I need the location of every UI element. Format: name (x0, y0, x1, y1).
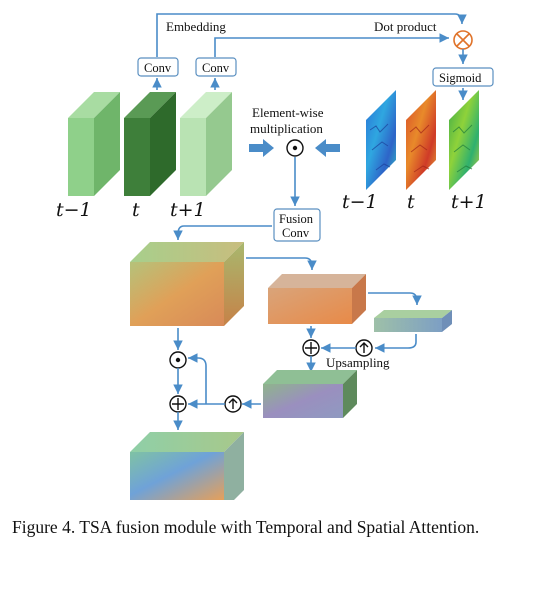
plus-symbol-left (169, 395, 187, 413)
frame-label-right-0: t−1 (342, 191, 378, 213)
tsa-fusion-diagram: Embedding Dot product Conv Conv Sigmoid … (56, 13, 494, 500)
svg-text:Fusion: Fusion (279, 212, 314, 226)
svg-text:Conv: Conv (282, 226, 310, 240)
svg-text:Sigmoid: Sigmoid (439, 71, 482, 85)
conv-box-1: Conv (137, 57, 179, 77)
frame-label-right-1: t (407, 191, 415, 213)
svg-text:Conv: Conv (144, 61, 172, 75)
attention-map-t-minus-1 (366, 90, 396, 190)
frame-t-minus-1 (68, 92, 120, 196)
frame-label-left-0: t−1 (56, 199, 92, 221)
embedding-label: Embedding (166, 19, 226, 34)
conv-box-2: Conv (195, 57, 237, 77)
attention-map-t (406, 90, 436, 190)
fusion-conv-box: Fusion Conv (273, 208, 321, 242)
upsample-symbol-right (355, 339, 373, 357)
left-feature-arrow (249, 139, 274, 157)
frame-label-right-2: t+1 (451, 191, 487, 213)
feature-level-1 (130, 242, 244, 326)
frame-t-plus-1 (180, 92, 232, 196)
frame-t (124, 92, 176, 196)
sigmoid-box: Sigmoid (432, 67, 494, 87)
dot-symbol-left (169, 351, 187, 369)
upsample-symbol-left (224, 395, 242, 413)
upsampling-label: Upsampling (326, 355, 390, 370)
embedding-connector (156, 13, 467, 57)
feature-level-3 (374, 310, 452, 332)
element-wise-symbol (286, 139, 304, 157)
element-wise-label: Element-wise (252, 105, 324, 120)
dot-product-label: Dot product (374, 19, 437, 34)
attention-map-t-plus-1 (449, 90, 479, 190)
frame-label-left-1: t (132, 199, 140, 221)
multiplication-label: multiplication (250, 121, 323, 136)
feature-level-2-output (263, 370, 357, 418)
output-feature (130, 432, 244, 500)
dot-product-symbol (453, 30, 473, 50)
frame-label-left-2: t+1 (170, 199, 206, 221)
plus-symbol-right (302, 339, 320, 357)
feature-level-2 (268, 274, 366, 324)
figure-caption: Figure 4. TSA fusion module with Tempora… (12, 517, 480, 537)
right-attention-arrow (315, 139, 340, 157)
svg-text:Conv: Conv (202, 61, 230, 75)
